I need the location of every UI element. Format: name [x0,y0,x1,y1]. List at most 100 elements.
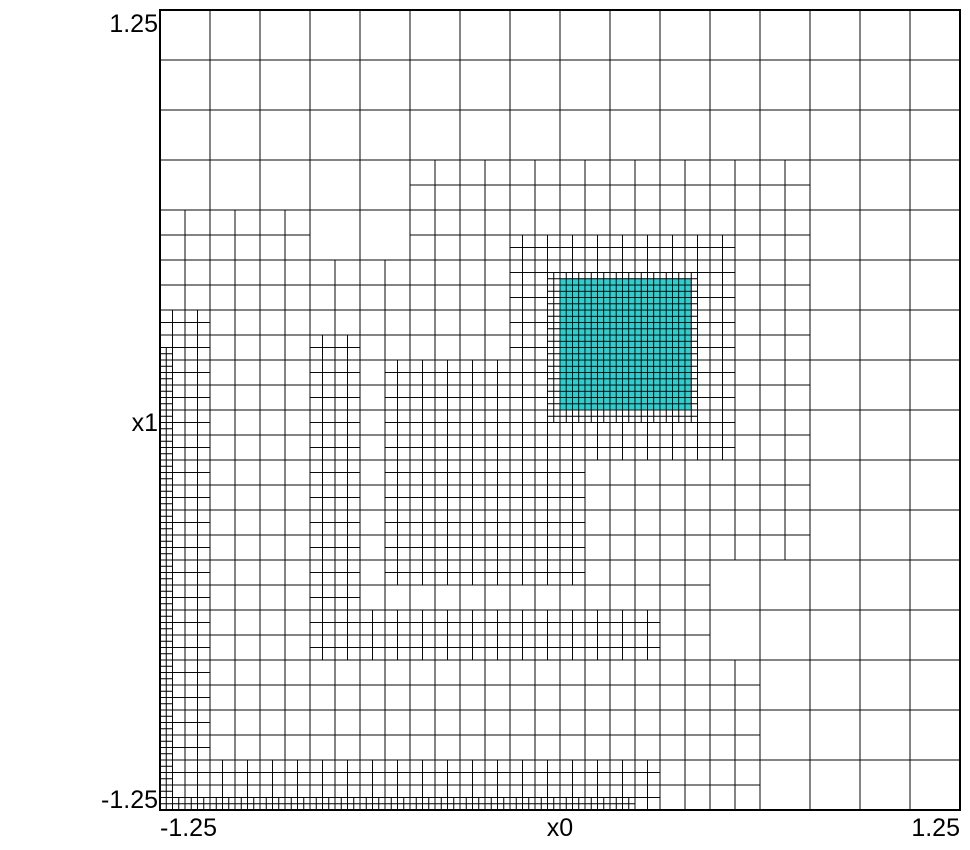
mesh-cell [459,609,473,623]
mesh-cell [434,784,448,798]
mesh-cell [597,234,611,248]
mesh-cell [209,584,236,611]
mesh-cell [284,584,311,611]
highlighted-mesh-cell [647,340,655,348]
mesh-cell [784,459,811,486]
mesh-cell [197,609,211,623]
mesh-cell [322,647,336,661]
mesh-cell [347,472,361,486]
mesh-cell [609,709,636,736]
mesh-cell [334,409,348,423]
highlighted-mesh-cell [559,365,567,373]
highlighted-mesh-cell [622,322,630,330]
mesh-cell [384,547,398,561]
mesh-cell [859,259,911,311]
mesh-cell [584,709,611,736]
mesh-cell [309,609,323,623]
highlighted-mesh-cell [678,290,686,298]
mesh-cell [509,547,523,561]
mesh-cell [309,759,323,773]
highlighted-mesh-cell [665,322,673,330]
mesh-cell [165,422,173,430]
highlighted-mesh-cell [640,372,648,380]
mesh-cell [734,709,761,736]
mesh-cell [397,784,411,798]
mesh-cell [384,609,398,623]
mesh-cell [309,709,336,736]
mesh-cell [484,447,498,461]
mesh-cell [259,459,286,486]
highlighted-mesh-cell [672,340,680,348]
mesh-cell [722,259,736,273]
highlighted-mesh-cell [590,303,598,311]
mesh-cell [684,459,711,486]
mesh-cell [759,534,786,561]
mesh-cell [684,209,711,236]
mesh-cell [565,415,573,423]
mesh-cell [165,459,173,467]
mesh-cell [584,159,611,186]
mesh-cell [409,772,423,786]
mesh-cell [422,772,436,786]
mesh-cell [234,609,261,636]
mesh-cell [184,722,198,736]
mesh-cell [647,415,655,423]
highlighted-mesh-cell [590,309,598,317]
mesh-cell [184,322,198,336]
highlighted-mesh-cell [578,372,586,380]
mesh-cell [184,522,198,536]
mesh-cell [522,497,536,511]
mesh-cell [684,484,711,511]
mesh-cell [447,634,461,648]
mesh-cell [197,534,211,548]
mesh-cell [322,772,336,786]
mesh-cell [722,434,736,448]
highlighted-mesh-cell [659,384,667,392]
highlighted-mesh-cell [578,297,586,305]
highlighted-mesh-cell [678,359,686,367]
mesh-cell [184,597,198,611]
mesh-cell [322,572,336,586]
mesh-cell [372,797,380,805]
mesh-cell [434,647,448,661]
mesh-cell [272,797,280,805]
mesh-cell [547,422,561,436]
mesh-cell [759,659,811,711]
mesh-cell [809,259,861,311]
mesh-cell [347,484,361,498]
mesh-cell [459,59,511,111]
mesh-cell [284,434,311,461]
mesh-cell [597,259,611,273]
highlighted-mesh-cell [653,340,661,348]
mesh-cell [434,584,461,611]
mesh-cell [447,772,461,786]
highlighted-mesh-cell [559,303,567,311]
mesh-cell [690,340,698,348]
mesh-cell [553,340,561,348]
highlighted-mesh-cell [628,347,636,355]
highlighted-mesh-cell [628,390,636,398]
mesh-cell [690,397,698,405]
highlighted-mesh-cell [578,353,586,361]
highlighted-mesh-cell [628,322,636,330]
highlighted-mesh-cell [597,322,605,330]
highlighted-mesh-cell [597,334,605,342]
mesh-cell [534,659,561,686]
highlighted-mesh-cell [603,284,611,292]
mesh-cell [384,772,398,786]
mesh-cell [697,372,711,386]
mesh-cell [309,159,361,211]
mesh-cell [347,547,361,561]
mesh-cell [759,609,811,661]
mesh-cell [572,472,586,486]
mesh-cell [534,247,548,261]
highlighted-mesh-cell [559,328,567,336]
mesh-cell [322,759,336,773]
mesh-cell [359,284,386,311]
mesh-cell [165,428,173,436]
highlighted-mesh-cell [653,315,661,323]
mesh-cell [709,159,736,186]
mesh-cell [547,278,555,286]
mesh-cell [572,772,586,786]
mesh-cell [459,709,486,736]
